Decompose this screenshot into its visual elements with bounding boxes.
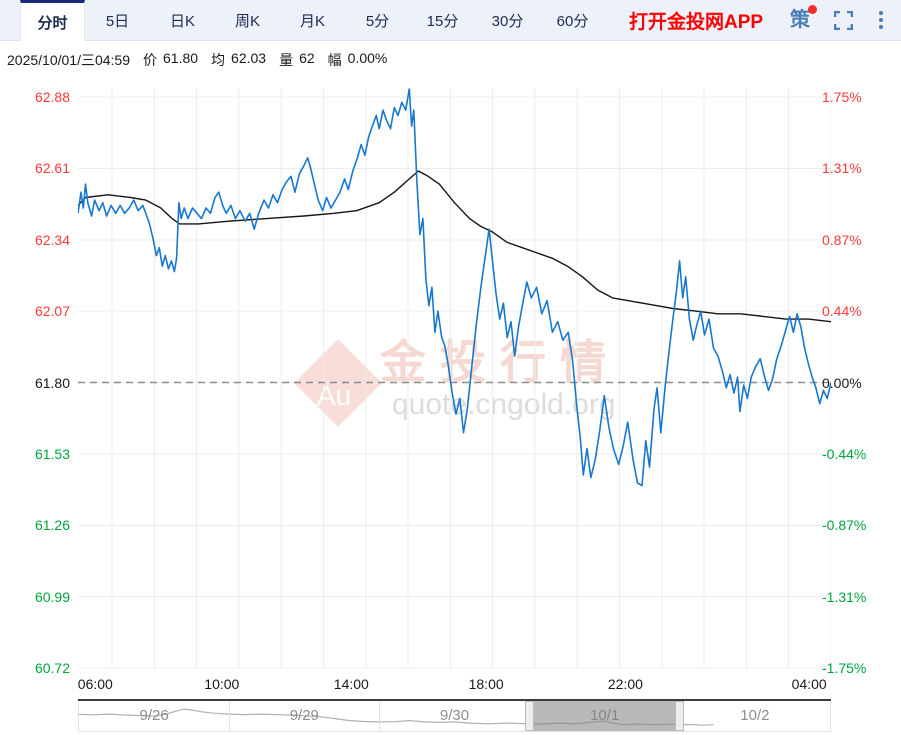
- y-axis-label-left: 60.72: [34, 660, 70, 676]
- x-axis-label: 22:00: [607, 676, 643, 692]
- y-axis-label-right: -1.31%: [822, 588, 867, 605]
- tab-daily-k[interactable]: 日K: [169, 12, 195, 30]
- navigator-date-label[interactable]: 10/2: [740, 707, 770, 724]
- tab-list: 分时 5日 日K 周K 月K 5分 15分 30分 60分: [20, 0, 605, 41]
- price-line: [78, 88, 831, 487]
- y-axis-label-right: -0.87%: [822, 517, 867, 534]
- y-axis-label-left: 62.61: [34, 160, 70, 177]
- y-axis-label-left: 62.34: [34, 231, 70, 248]
- tab-timeshare[interactable]: 分时: [20, 0, 85, 41]
- y-axis-label-right: -1.75%: [822, 660, 867, 676]
- open-app-link[interactable]: 打开金投网APP: [629, 11, 764, 33]
- y-axis-label-right: 1.75%: [822, 89, 862, 105]
- y-axis-label-right: 0.87%: [822, 231, 862, 248]
- x-axis-label: 06:00: [77, 676, 113, 692]
- y-axis-label-left: 62.88: [34, 89, 70, 105]
- tab-15min[interactable]: 15分: [426, 12, 459, 30]
- navigator-handle-right[interactable]: [675, 701, 685, 731]
- toolbar-icons: 策: [790, 0, 901, 40]
- watermark-au-logo-text: Au: [317, 380, 352, 411]
- y-axis-label-left: 62.07: [34, 303, 70, 320]
- y-axis-label-left: 61.80: [34, 374, 70, 391]
- navigator-date-label[interactable]: 9/26: [139, 707, 169, 724]
- strategy-icon-char: 策: [790, 9, 810, 31]
- tab-monthly-k[interactable]: 月K: [299, 12, 325, 30]
- quote-average: 均 62.03: [211, 50, 267, 68]
- y-axis-label-right: 1.31%: [822, 160, 862, 177]
- navigator-handle-left[interactable]: [525, 701, 535, 731]
- tab-5min[interactable]: 5分: [365, 12, 390, 30]
- fullscreen-icon[interactable]: [834, 10, 853, 30]
- average-line: [78, 170, 831, 323]
- y-axis-label-left: 61.26: [34, 517, 70, 534]
- quote-datetime: 2025/10/01/三04:59: [7, 52, 130, 68]
- x-axis-label: 10:00: [204, 676, 240, 692]
- navigator-selection[interactable]: [529, 701, 680, 731]
- quote-volume: 量 62: [279, 50, 315, 68]
- tab-weekly-k[interactable]: 周K: [234, 12, 260, 30]
- tab-5day[interactable]: 5日: [105, 12, 130, 30]
- quote-info-line: 2025/10/01/三04:59 价 61.80 均 62.03 量 62 幅 0.0…: [7, 50, 387, 70]
- navigator-date-label[interactable]: 9/29: [289, 707, 319, 724]
- more-menu-icon[interactable]: [877, 9, 885, 31]
- quote-price: 价 61.80: [143, 50, 199, 68]
- x-axis-label: 14:00: [333, 676, 369, 692]
- navigator-divider: [379, 701, 381, 731]
- navigator-date-label[interactable]: 9/30: [439, 707, 470, 724]
- tab-bar: 分时 5日 日K 周K 月K 5分 15分 30分 60分 打开金投网APP 策: [0, 0, 901, 41]
- tab-30min[interactable]: 30分: [491, 12, 524, 30]
- tab-60min[interactable]: 60分: [556, 12, 589, 30]
- grid-lines: [78, 88, 831, 669]
- price-chart-canvas[interactable]: [78, 88, 831, 672]
- y-axis-label-left: 60.99: [34, 588, 70, 605]
- y-axis-label-right: -0.44%: [822, 445, 867, 462]
- strategy-icon[interactable]: 策: [790, 5, 817, 31]
- navigator-divider: [229, 701, 231, 731]
- quote-range: 幅 0.00%: [327, 50, 388, 68]
- x-axis-line: [78, 699, 831, 701]
- notification-dot-icon: [808, 5, 817, 14]
- y-axis-label-right: 0.44%: [822, 303, 862, 320]
- x-axis-label: 18:00: [468, 676, 504, 692]
- y-axis-label-left: 61.53: [34, 445, 70, 462]
- x-axis-label: 04:00: [791, 676, 827, 692]
- y-axis-label-right: 0.00%: [822, 374, 862, 391]
